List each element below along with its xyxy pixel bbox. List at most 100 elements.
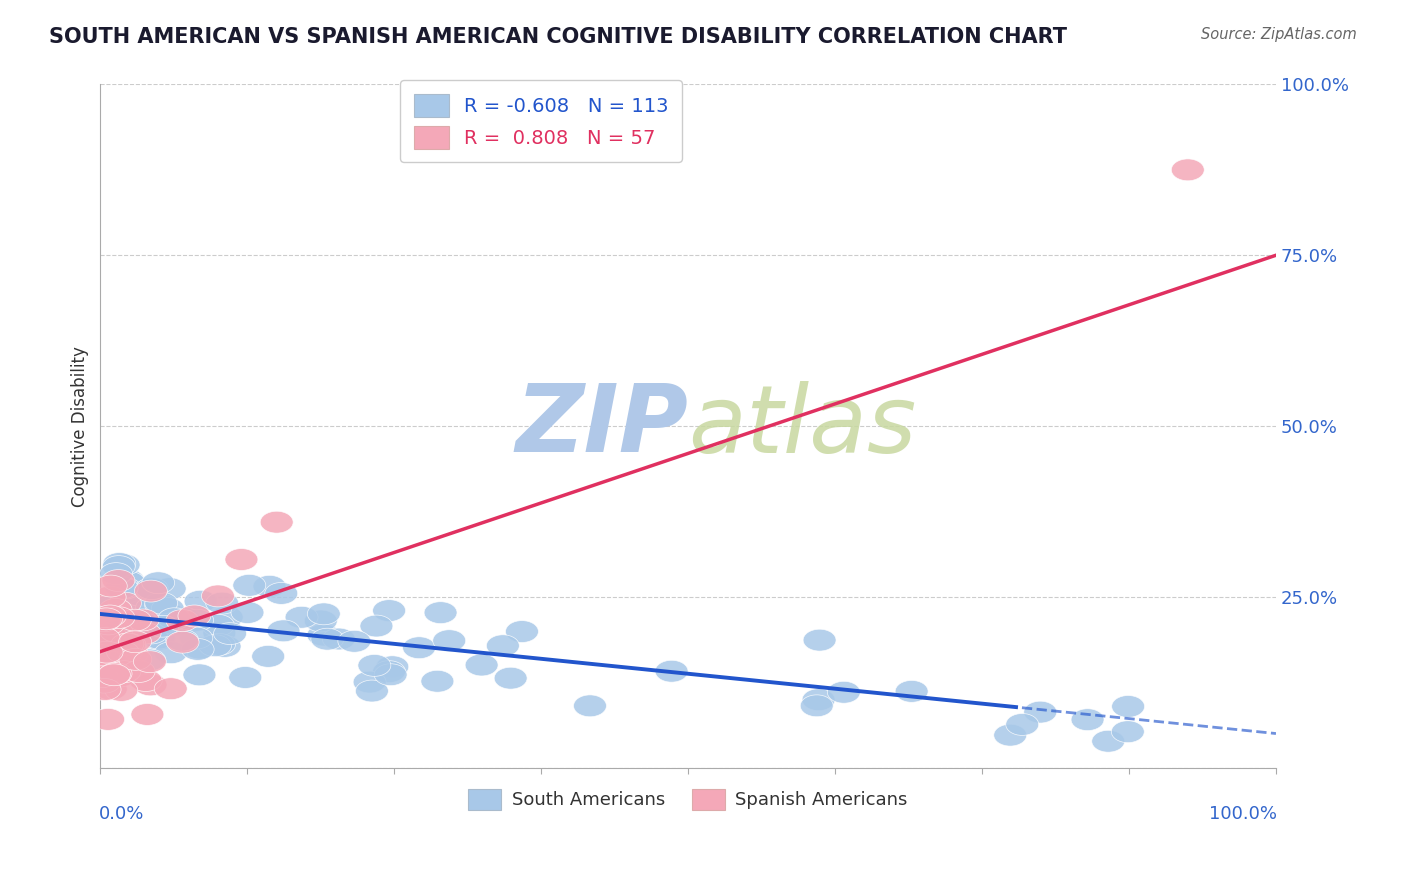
Ellipse shape [172,612,204,633]
Ellipse shape [145,609,177,631]
Ellipse shape [803,629,837,651]
Ellipse shape [112,655,145,677]
Ellipse shape [183,664,217,686]
Ellipse shape [134,649,166,671]
Ellipse shape [896,681,928,702]
Ellipse shape [152,598,184,619]
Ellipse shape [107,554,141,575]
Ellipse shape [86,665,118,688]
Ellipse shape [98,663,132,684]
Ellipse shape [994,724,1026,746]
Ellipse shape [166,629,198,651]
Ellipse shape [201,615,235,636]
Ellipse shape [105,577,138,599]
Ellipse shape [120,648,152,670]
Ellipse shape [97,664,131,686]
Ellipse shape [307,624,340,646]
Ellipse shape [304,610,337,632]
Ellipse shape [142,628,176,650]
Ellipse shape [125,595,159,617]
Ellipse shape [107,606,139,628]
Ellipse shape [800,695,834,717]
Ellipse shape [122,661,155,682]
Ellipse shape [118,631,152,653]
Ellipse shape [87,658,121,681]
Ellipse shape [179,605,211,627]
Ellipse shape [93,624,127,646]
Ellipse shape [145,594,177,616]
Ellipse shape [125,605,159,627]
Ellipse shape [486,635,519,657]
Ellipse shape [827,681,860,703]
Ellipse shape [209,607,243,628]
Ellipse shape [89,610,121,632]
Ellipse shape [105,616,138,639]
Ellipse shape [94,678,127,700]
Ellipse shape [494,667,527,690]
Ellipse shape [93,586,127,608]
Ellipse shape [353,671,387,693]
Ellipse shape [425,602,457,624]
Ellipse shape [90,608,122,630]
Ellipse shape [183,637,217,659]
Ellipse shape [260,511,292,533]
Ellipse shape [89,631,121,652]
Ellipse shape [135,597,169,618]
Ellipse shape [208,635,240,657]
Ellipse shape [229,666,262,689]
Ellipse shape [153,613,187,634]
Ellipse shape [124,607,157,630]
Ellipse shape [1171,159,1205,181]
Ellipse shape [94,605,127,627]
Ellipse shape [181,639,214,660]
Ellipse shape [128,599,160,621]
Ellipse shape [311,628,343,650]
Ellipse shape [124,584,156,607]
Ellipse shape [135,578,169,599]
Ellipse shape [91,596,124,617]
Ellipse shape [91,613,125,635]
Ellipse shape [201,585,235,607]
Ellipse shape [94,645,127,666]
Ellipse shape [128,623,162,644]
Ellipse shape [103,556,135,577]
Ellipse shape [253,575,285,598]
Ellipse shape [127,609,159,631]
Ellipse shape [110,640,143,662]
Ellipse shape [100,621,132,642]
Ellipse shape [337,631,371,652]
Ellipse shape [374,664,408,686]
Text: ZIP: ZIP [515,380,688,472]
Ellipse shape [1024,701,1057,723]
Ellipse shape [155,609,187,631]
Ellipse shape [157,607,191,630]
Ellipse shape [322,628,356,650]
Ellipse shape [1005,714,1039,735]
Ellipse shape [801,689,835,711]
Ellipse shape [94,625,128,648]
Ellipse shape [121,586,155,607]
Ellipse shape [89,679,121,700]
Ellipse shape [225,549,257,571]
Ellipse shape [96,651,129,673]
Ellipse shape [142,627,176,649]
Ellipse shape [180,627,212,649]
Ellipse shape [285,607,318,628]
Text: atlas: atlas [688,381,917,472]
Ellipse shape [134,579,167,600]
Ellipse shape [100,633,134,655]
Ellipse shape [125,602,159,624]
Ellipse shape [308,603,340,624]
Ellipse shape [1071,709,1104,731]
Ellipse shape [108,593,142,615]
Ellipse shape [205,592,239,614]
Ellipse shape [156,605,188,627]
Ellipse shape [104,615,138,638]
Ellipse shape [167,607,201,629]
Ellipse shape [198,635,232,657]
Ellipse shape [96,611,129,632]
Ellipse shape [103,665,136,687]
Ellipse shape [155,641,187,664]
Ellipse shape [112,571,145,593]
Ellipse shape [94,642,127,664]
